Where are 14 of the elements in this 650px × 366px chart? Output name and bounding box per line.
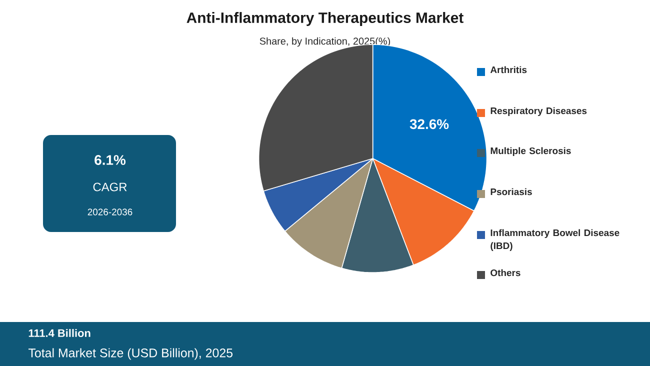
text: CAGR [93,182,127,192]
chart-title: Anti-Inflammatory Therapeutics Market [186,12,464,26]
text: 111.4 Billion [28,328,90,338]
legend-label: Multiple Sclerosis [490,147,571,156]
legend-label: Respiratory Diseases [490,107,587,116]
chart-subtitle: Share, by Indication, 2025(%) [260,37,390,47]
legend-label: Others [490,269,520,276]
data-label: 32.6% [410,119,449,130]
legend-label: Psoriasis [490,188,532,196]
text: Total Market Size (USD Billion), 2025 [28,348,233,360]
text: 2026-2036 [88,208,132,216]
text: 6.1% [94,155,126,165]
legend-label: Inflammatory Bowel Disease (IBD) [490,229,620,251]
legend-label: Arthritis [490,66,527,74]
